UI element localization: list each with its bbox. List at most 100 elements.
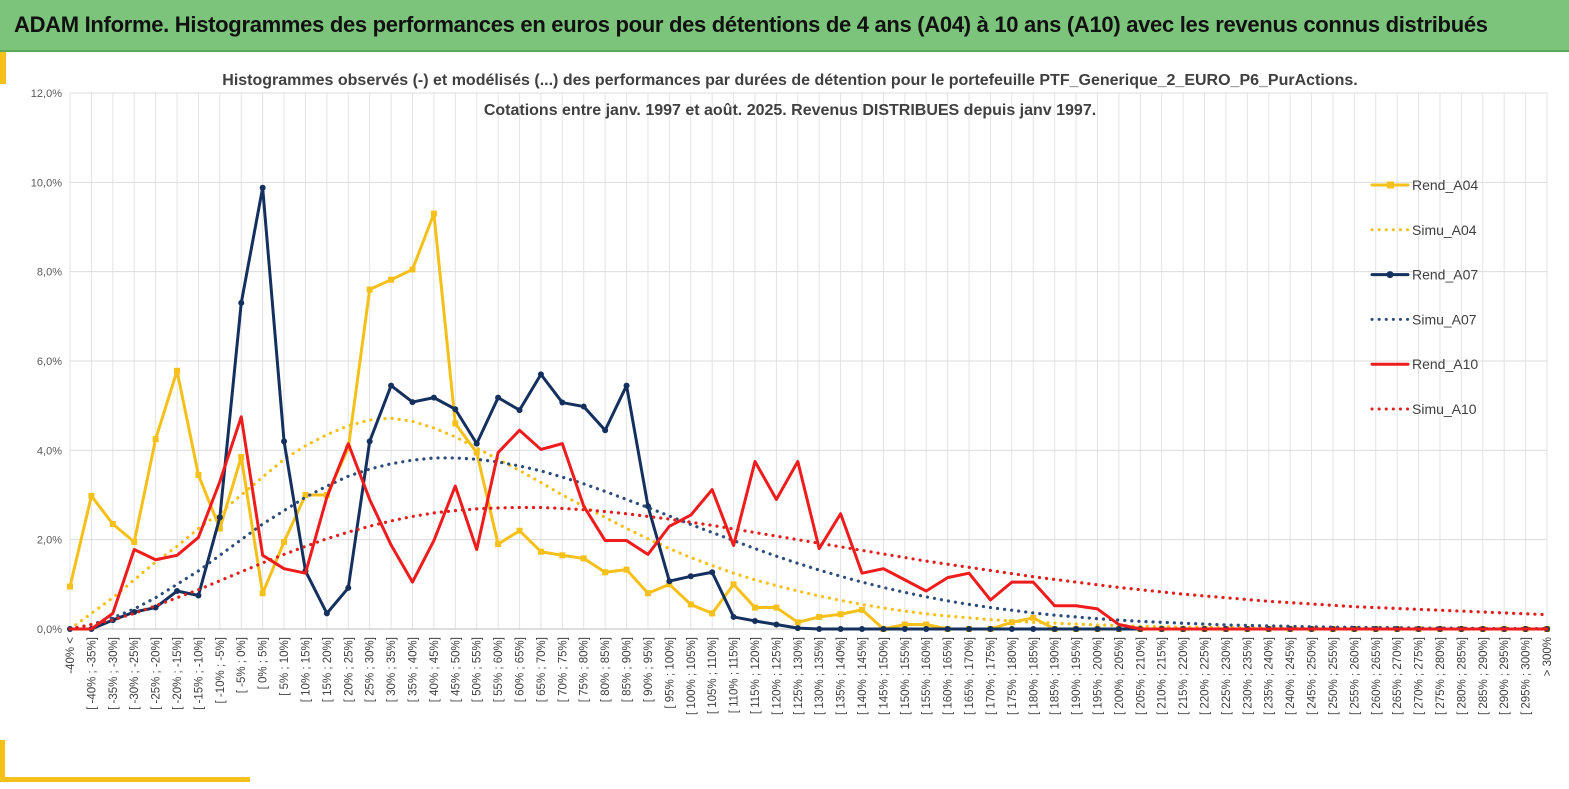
data-point bbox=[709, 610, 716, 617]
data-point bbox=[216, 525, 223, 532]
data-point bbox=[687, 601, 694, 608]
x-tick-label: [ 170% ; 175%] bbox=[985, 637, 997, 715]
page-title: ADAM Informe. Histogrammes des performan… bbox=[14, 12, 1488, 37]
data-point bbox=[88, 492, 95, 499]
x-tick-label: [ -40% ; -35%] bbox=[86, 637, 98, 710]
data-point bbox=[281, 438, 288, 445]
data-point bbox=[944, 626, 951, 632]
x-tick-label: [ 15% ; 20%] bbox=[322, 637, 334, 702]
x-tick-label: [ 250% ; 255%] bbox=[1328, 637, 1340, 715]
x-tick-label: [ 210% ; 215%] bbox=[1157, 637, 1169, 715]
x-tick-label: [ 105% ; 110%] bbox=[707, 637, 719, 714]
chart: 0,0% 2,0% 4,0% 6,0% 8,0% 10,0% 12,0% -40% < [ -4… bbox=[31, 72, 1554, 715]
x-tick-label: [ 85% ; 90%] bbox=[622, 637, 634, 702]
x-tick-label: [ 200% ; 205%] bbox=[1114, 637, 1126, 715]
data-point bbox=[259, 184, 266, 191]
data-point bbox=[473, 440, 480, 447]
accent-bar-bottom bbox=[0, 777, 250, 782]
x-tick-label: [ 60% ; 65%] bbox=[515, 637, 527, 702]
data-point bbox=[794, 625, 801, 632]
series-line-simu_a04 bbox=[68, 416, 1549, 631]
x-tick-label: [ -5% ; 0%] bbox=[236, 637, 248, 693]
axes: 0,0% 2,0% 4,0% 6,0% 8,0% 10,0% 12,0% -40% < [ -4… bbox=[31, 88, 1554, 715]
data-point bbox=[345, 584, 352, 591]
data-point bbox=[174, 588, 181, 595]
series-lines bbox=[67, 184, 1550, 632]
x-tick-label: [ 20% ; 25%] bbox=[343, 637, 355, 702]
x-tick-label: [ 5% ; 10%] bbox=[279, 637, 291, 696]
data-point bbox=[666, 581, 673, 588]
data-point bbox=[238, 454, 245, 461]
data-point bbox=[859, 626, 866, 632]
data-point bbox=[580, 403, 587, 410]
data-point bbox=[987, 626, 994, 632]
data-point bbox=[730, 581, 737, 588]
x-tick-label: [ 140% ; 145%] bbox=[857, 637, 869, 715]
chart-title: Histogrammes observés (-) et modélisés (… bbox=[222, 72, 1357, 89]
x-tick-label: [ 75% ; 80%] bbox=[579, 637, 591, 702]
x-tick-label: [ 70% ; 75%] bbox=[557, 637, 569, 702]
data-point bbox=[495, 394, 502, 401]
x-tick-label: [ 285% ; 290%] bbox=[1478, 637, 1490, 715]
chart-subtitle: Cotations entre janv. 1997 et août. 2025… bbox=[484, 102, 1096, 119]
x-tick-label: [ 180% ; 185%] bbox=[1028, 637, 1040, 715]
data-point bbox=[516, 407, 523, 414]
data-point bbox=[666, 578, 673, 585]
data-point bbox=[430, 210, 437, 217]
x-tick-label: [ 235% ; 240%] bbox=[1264, 637, 1276, 715]
x-tick-label: [ 115% ; 120%] bbox=[750, 637, 762, 714]
data-point bbox=[1051, 626, 1058, 632]
y-tick-label: 8,0% bbox=[37, 267, 62, 279]
data-point bbox=[901, 621, 908, 628]
x-tick-label: [ 80% ; 85%] bbox=[600, 637, 612, 702]
x-tick-label: [ 125% ; 130%] bbox=[793, 637, 805, 715]
data-point bbox=[152, 436, 159, 443]
data-point bbox=[923, 621, 930, 628]
x-tick-label: [ 265% ; 270%] bbox=[1392, 637, 1404, 715]
x-tick-label: [ 280% ; 285%] bbox=[1456, 637, 1468, 715]
data-point bbox=[1008, 626, 1015, 632]
x-tick-label: [ 65% ; 70%] bbox=[536, 637, 548, 702]
x-tick-label: [ 155% ; 160%] bbox=[921, 637, 933, 715]
accent-bar-left bbox=[0, 52, 6, 84]
series-line-simu_a10 bbox=[68, 505, 1549, 631]
x-tick-label: [ 240% ; 245%] bbox=[1285, 637, 1297, 715]
header-banner: ADAM Informe. Histogrammes des performan… bbox=[0, 0, 1569, 52]
legend-marker bbox=[1387, 181, 1394, 189]
data-point bbox=[773, 604, 780, 611]
data-point bbox=[644, 590, 651, 597]
data-point bbox=[452, 406, 459, 413]
data-point bbox=[516, 527, 523, 534]
x-tick-label: [ 10% ; 15%] bbox=[300, 637, 312, 702]
data-point bbox=[195, 471, 202, 478]
data-point bbox=[281, 538, 288, 545]
x-tick-label: [ -30% ; -25%] bbox=[129, 637, 141, 710]
x-tick-label: [ 185% ; 190%] bbox=[1050, 637, 1062, 715]
data-point bbox=[816, 626, 823, 632]
legend-marker bbox=[1386, 271, 1394, 279]
series-line-rend_a10 bbox=[68, 415, 1549, 631]
data-point bbox=[216, 514, 223, 521]
legend-label: Rend_A10 bbox=[1412, 356, 1478, 372]
x-tick-label: [ 130% ; 135%] bbox=[814, 637, 826, 715]
y-tick-label: 12,0% bbox=[31, 88, 62, 100]
data-point bbox=[559, 399, 566, 406]
x-tick-label: [ 270% ; 275%] bbox=[1414, 637, 1426, 715]
data-point bbox=[837, 626, 844, 632]
x-tick-label: [ 135% ; 140%] bbox=[836, 637, 848, 715]
data-point bbox=[323, 610, 330, 617]
data-point bbox=[687, 573, 694, 580]
x-tick-label: [ 160% ; 165%] bbox=[943, 637, 955, 715]
x-tick-label: [ 110% ; 115%] bbox=[729, 637, 741, 713]
y-tick-label: 0,0% bbox=[37, 624, 62, 636]
x-tick-label: [ -20% ; -15%] bbox=[172, 637, 184, 710]
data-point bbox=[366, 286, 373, 293]
data-point bbox=[537, 371, 544, 378]
y-tick-label: 6,0% bbox=[37, 356, 62, 368]
x-tick-label: [ 215% ; 220%] bbox=[1178, 637, 1190, 715]
data-point bbox=[1094, 626, 1101, 632]
data-point bbox=[195, 592, 202, 599]
data-point bbox=[409, 399, 416, 406]
data-point bbox=[109, 521, 116, 528]
data-point bbox=[388, 382, 395, 389]
